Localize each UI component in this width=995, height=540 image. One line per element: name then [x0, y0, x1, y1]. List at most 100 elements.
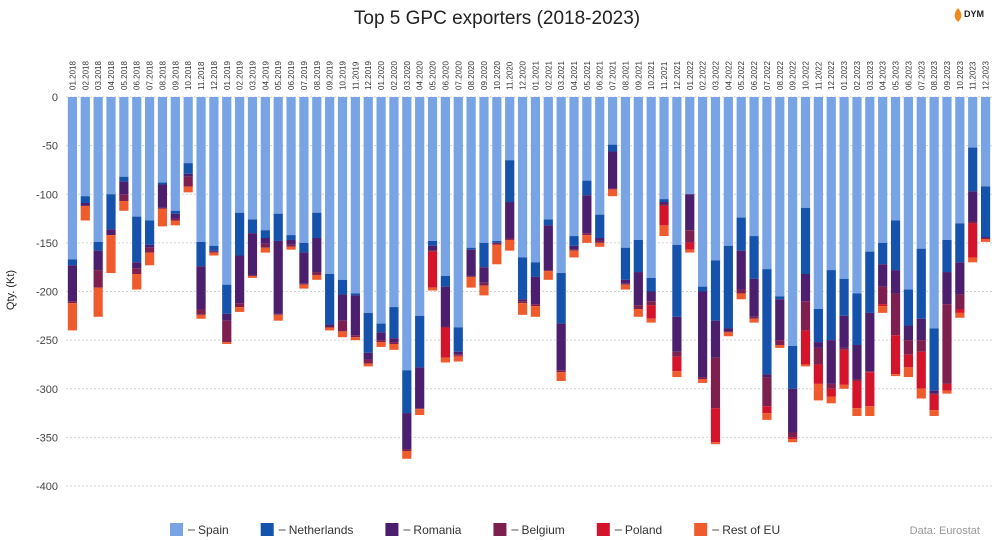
bar-segment: [389, 342, 399, 345]
bar-segment: [260, 238, 270, 244]
bar-segment: [286, 239, 296, 245]
bar-segment: [685, 249, 695, 253]
bar-segment: [402, 97, 412, 371]
bar-segment: [968, 191, 978, 222]
bar-segment: [415, 97, 425, 316]
bar-segment: [633, 309, 643, 317]
bar-segment: [929, 393, 939, 395]
bar-segment: [376, 332, 386, 341]
bar-segment: [247, 219, 258, 234]
bar-segment: [299, 97, 309, 243]
bar-segment: [479, 97, 489, 243]
bar-segment: [67, 259, 78, 266]
bar-segment: [826, 340, 836, 384]
x-tick-label: 11.2020: [506, 61, 515, 90]
bar-segment: [659, 203, 669, 206]
bar-segment: [672, 356, 682, 372]
bar-segment: [350, 97, 360, 294]
x-tick-label: 09.2019: [326, 61, 335, 90]
bar-segment: [337, 279, 348, 295]
bar-segment: [440, 286, 451, 327]
bar-segment: [106, 235, 116, 274]
bar-segment: [813, 309, 823, 343]
bar-segment: [517, 299, 528, 302]
x-tick-label: 05.2021: [583, 61, 592, 90]
bar-segment: [775, 296, 785, 300]
bar-segment: [852, 293, 862, 345]
bar-segment: [903, 289, 914, 326]
bar-segment: [106, 229, 116, 236]
y-tick-label: -300: [36, 384, 58, 396]
x-tick-label: 02.2022: [699, 61, 708, 90]
legend-swatch: [170, 523, 183, 536]
bar-segment: [299, 284, 309, 289]
bar-segment: [196, 266, 206, 310]
bar-segment: [723, 331, 733, 333]
bar-segment: [903, 354, 914, 368]
y-tick-label: -50: [42, 141, 58, 153]
bar-segment: [710, 97, 721, 261]
bar-segment: [106, 97, 116, 195]
bar-segment: [363, 352, 373, 360]
x-tick-label: 10.2020: [493, 61, 502, 90]
x-tick-label: 10.2021: [647, 61, 656, 90]
bar-segment: [209, 252, 219, 256]
bar-segment: [402, 413, 412, 450]
bar-segment: [80, 97, 90, 197]
legend-label: Netherlands: [289, 523, 354, 537]
bar-segment: [376, 342, 386, 347]
bar-segment: [260, 247, 270, 253]
bar-segment: [826, 270, 836, 341]
bar-segment: [698, 97, 708, 287]
bar-segment: [723, 332, 733, 337]
x-tick-label: 12.2019: [364, 61, 373, 90]
bar-segment: [968, 97, 978, 148]
bar-segment: [440, 327, 451, 358]
bar-segment: [183, 176, 193, 187]
bar-segment: [209, 251, 219, 253]
bar-segment: [659, 202, 669, 204]
bar-segment: [980, 97, 991, 187]
bar-segment: [672, 97, 682, 245]
bar-segment: [235, 97, 245, 213]
bar-segment: [569, 245, 579, 250]
bar-segment: [980, 186, 991, 238]
bar-segment: [466, 249, 476, 276]
bar-segment: [620, 283, 631, 285]
bar-segment: [556, 370, 566, 373]
bar-segment: [530, 97, 541, 263]
bar-segment: [762, 377, 772, 407]
bar-segment: [132, 97, 142, 217]
bar-segment: [968, 223, 978, 258]
bar-segment: [325, 97, 335, 274]
bar-segment: [543, 219, 553, 226]
legend-swatch: [694, 523, 708, 536]
bar-segment: [839, 278, 849, 316]
bar-segment: [222, 313, 232, 321]
bar-segment: [775, 340, 785, 345]
x-tick-label: 12.2021: [673, 61, 682, 90]
bar-segment: [235, 212, 245, 256]
x-tick-label: 10.2019: [339, 61, 348, 90]
x-tick-label: 03.2018: [94, 61, 103, 90]
bar-segment: [119, 201, 129, 211]
bar-segment: [878, 306, 888, 313]
bar-segment: [80, 205, 90, 221]
x-tick-label: 06.2022: [750, 61, 759, 90]
bar-segment: [968, 221, 978, 224]
bar-segment: [878, 286, 888, 305]
bar-segment: [505, 202, 515, 239]
bar-segment: [878, 97, 888, 243]
bar-segment: [157, 184, 168, 208]
bar-segment: [543, 225, 553, 271]
bar-segment: [710, 260, 721, 321]
bar-segment: [427, 287, 438, 291]
bar-segment: [582, 235, 592, 243]
bar-segment: [144, 252, 155, 266]
x-tick-label: 01.2021: [531, 61, 540, 90]
logo: DYM: [954, 8, 984, 22]
bar-segment: [286, 246, 296, 250]
bar-segment: [132, 216, 142, 263]
x-tick-label: 06.2023: [904, 61, 913, 90]
bar-segment: [620, 279, 631, 284]
